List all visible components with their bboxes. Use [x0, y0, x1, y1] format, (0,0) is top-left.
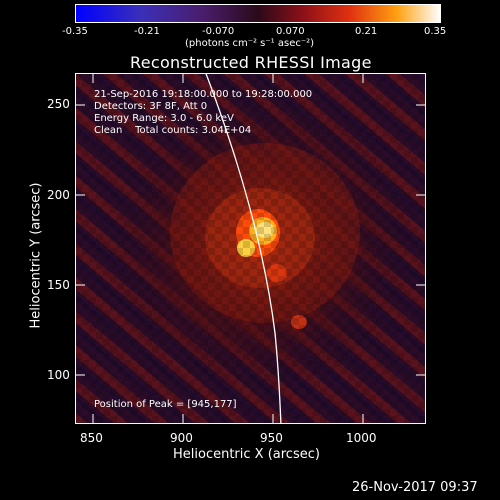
clean-counts-info: Clean Total counts: 3.04E+04 — [94, 125, 252, 136]
colorbar-tick: 0.070 — [276, 26, 305, 37]
colorbar-tick: 0.35 — [424, 26, 447, 37]
y-tick-label: 250 — [47, 97, 70, 111]
colorbar — [75, 4, 441, 23]
footer-timestamp: 26-Nov-2017 09:37 — [352, 480, 478, 495]
colorbar-tick: -0.21 — [134, 26, 160, 37]
colorbar-tick: 0.21 — [355, 26, 378, 37]
energy-range-info: Energy Range: 3.0 - 6.0 keV — [94, 113, 234, 124]
rhessi-image — [75, 73, 426, 424]
y-tick-label: 200 — [47, 188, 70, 202]
x-tick-label: 850 — [80, 431, 103, 445]
x-tick-label: 1000 — [346, 431, 377, 445]
colorbar-tick: -0.35 — [62, 26, 88, 37]
y-tick-label: 150 — [47, 278, 70, 292]
detectors-info: Detectors: 3F 8F, Att 0 — [94, 101, 208, 112]
x-tick-label: 900 — [170, 431, 193, 445]
y-axis-label: Heliocentric Y (arcsec) — [28, 182, 44, 329]
obs-time-range: 21-Sep-2016 19:18:00.000 to 19:28:00.000 — [94, 89, 313, 100]
solar-limb-line — [205, 73, 282, 424]
y-tick-label: 100 — [47, 368, 70, 382]
peak-position-info: Position of Peak = [945,177] — [94, 399, 237, 410]
plot-title: Reconstructed RHESSI Image — [130, 53, 372, 72]
x-axis-label: Heliocentric X (arcsec) — [173, 447, 320, 462]
colorbar-tick: -0.070 — [202, 26, 235, 37]
x-tick-label: 950 — [260, 431, 283, 445]
colorbar-units: (photons cm⁻² s⁻¹ asec⁻²) — [185, 38, 315, 49]
